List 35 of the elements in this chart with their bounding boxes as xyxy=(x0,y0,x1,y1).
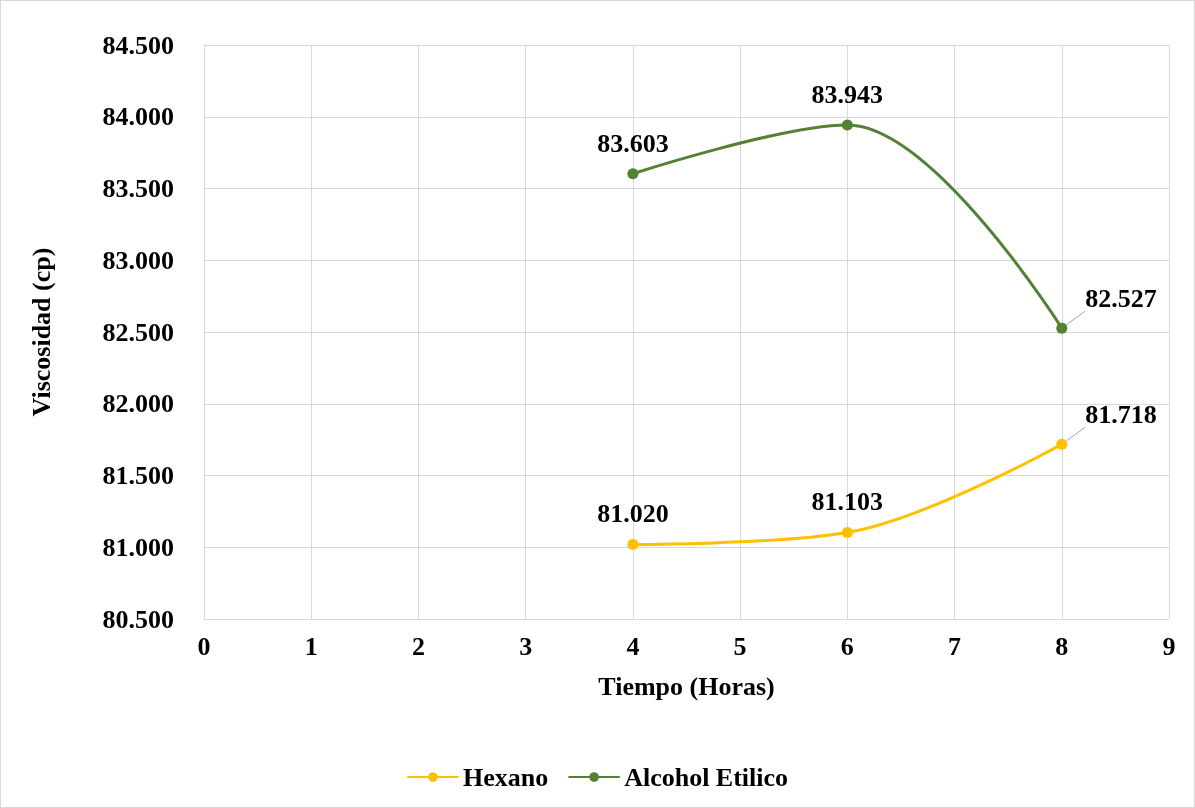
data-label: 81.103 xyxy=(811,487,884,517)
point xyxy=(627,168,639,180)
x-axis-title: Tiempo (Horas) xyxy=(598,671,775,701)
y-tick-label: 82.000 xyxy=(102,389,174,419)
data-label: 81.020 xyxy=(597,499,669,529)
y-tick-label: 84.500 xyxy=(102,30,174,60)
x-tick-label: 9 xyxy=(1162,631,1176,661)
data-label: 83.943 xyxy=(811,79,884,109)
y-axis-title: Viscosidad (cp) xyxy=(26,247,56,417)
x-tick-label: 5 xyxy=(733,631,747,661)
x-tick-label: 7 xyxy=(948,631,962,661)
point xyxy=(627,538,639,550)
y-tick-label: 83.000 xyxy=(102,245,174,275)
data-label: 83.603 xyxy=(597,128,669,158)
y-tick-label: 82.500 xyxy=(102,317,174,347)
legend-label: Alcohol Etilico xyxy=(624,762,789,792)
y-tick-label: 81.500 xyxy=(102,461,174,490)
point xyxy=(1056,322,1068,334)
data-label: 81.718 xyxy=(1085,399,1157,429)
point xyxy=(841,119,853,131)
point xyxy=(841,526,853,538)
x-tick-label: 2 xyxy=(411,631,425,661)
y-tick-label: 80.500 xyxy=(102,604,174,634)
x-tick-label: 4 xyxy=(626,631,640,661)
x-tick-label: 3 xyxy=(519,631,533,661)
y-tick-label: 81.000 xyxy=(102,532,174,562)
x-tick-label: 6 xyxy=(840,631,854,661)
legend-label: Hexano xyxy=(462,762,549,792)
x-tick-label: 0 xyxy=(197,631,211,661)
y-tick-label: 83.500 xyxy=(102,174,174,203)
y-tick-label: 84.000 xyxy=(102,102,174,132)
x-tick-label: 1 xyxy=(304,631,318,661)
x-tick-label: 8 xyxy=(1055,631,1069,661)
point xyxy=(1056,438,1068,450)
data-label: 82.527 xyxy=(1085,283,1157,313)
